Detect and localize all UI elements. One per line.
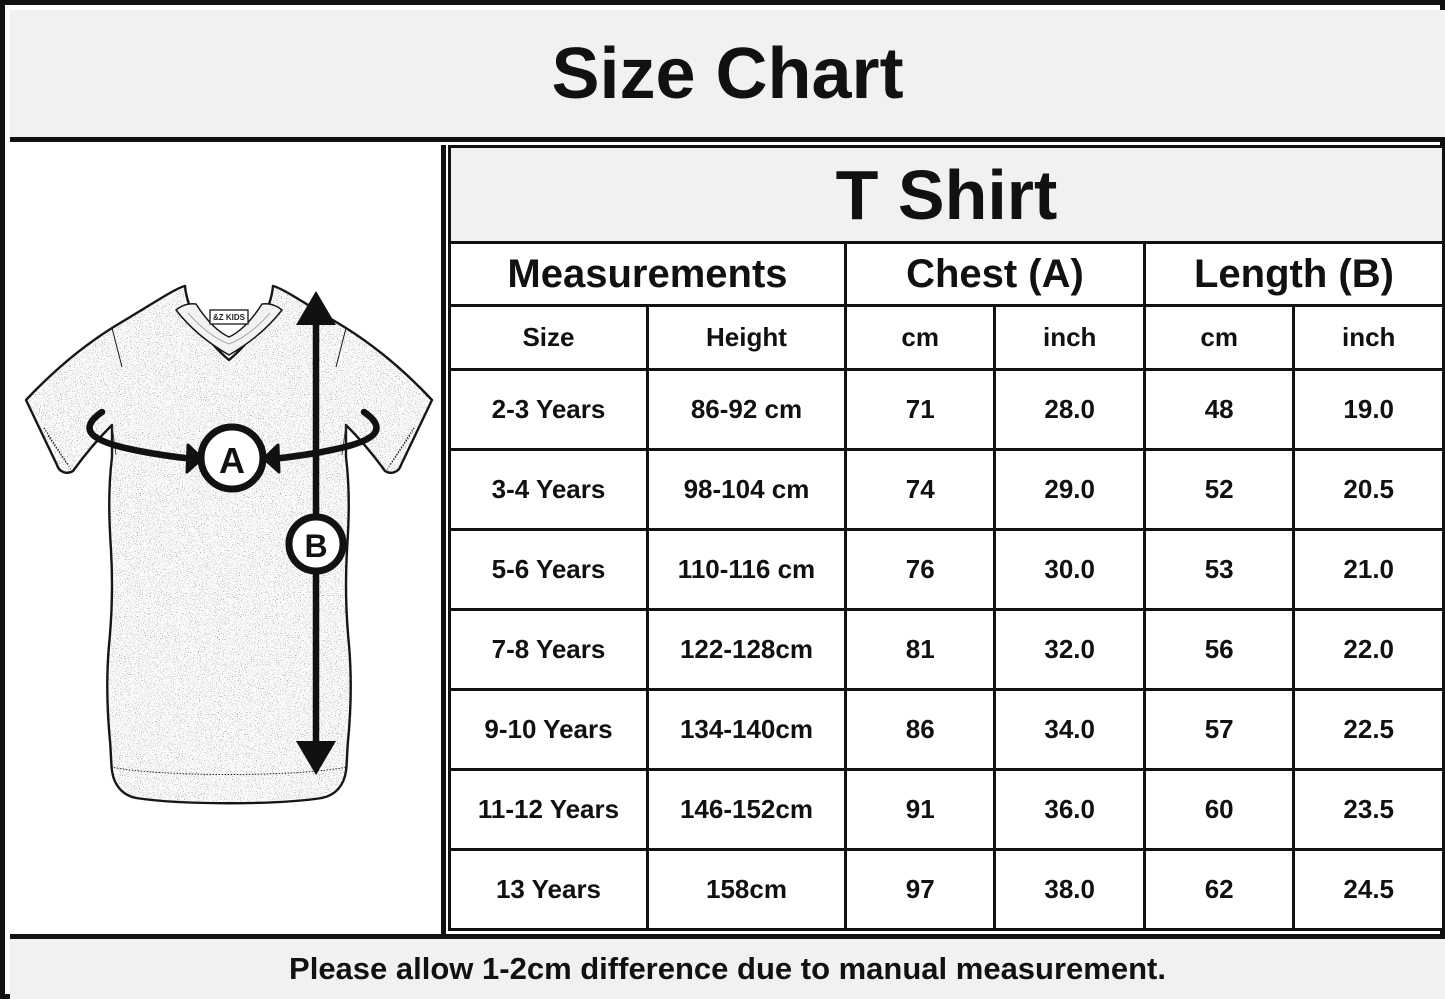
svg-text:B: B <box>304 528 327 564</box>
svg-text:A: A <box>219 440 245 481</box>
svg-text:&Z KIDS: &Z KIDS <box>213 313 246 322</box>
